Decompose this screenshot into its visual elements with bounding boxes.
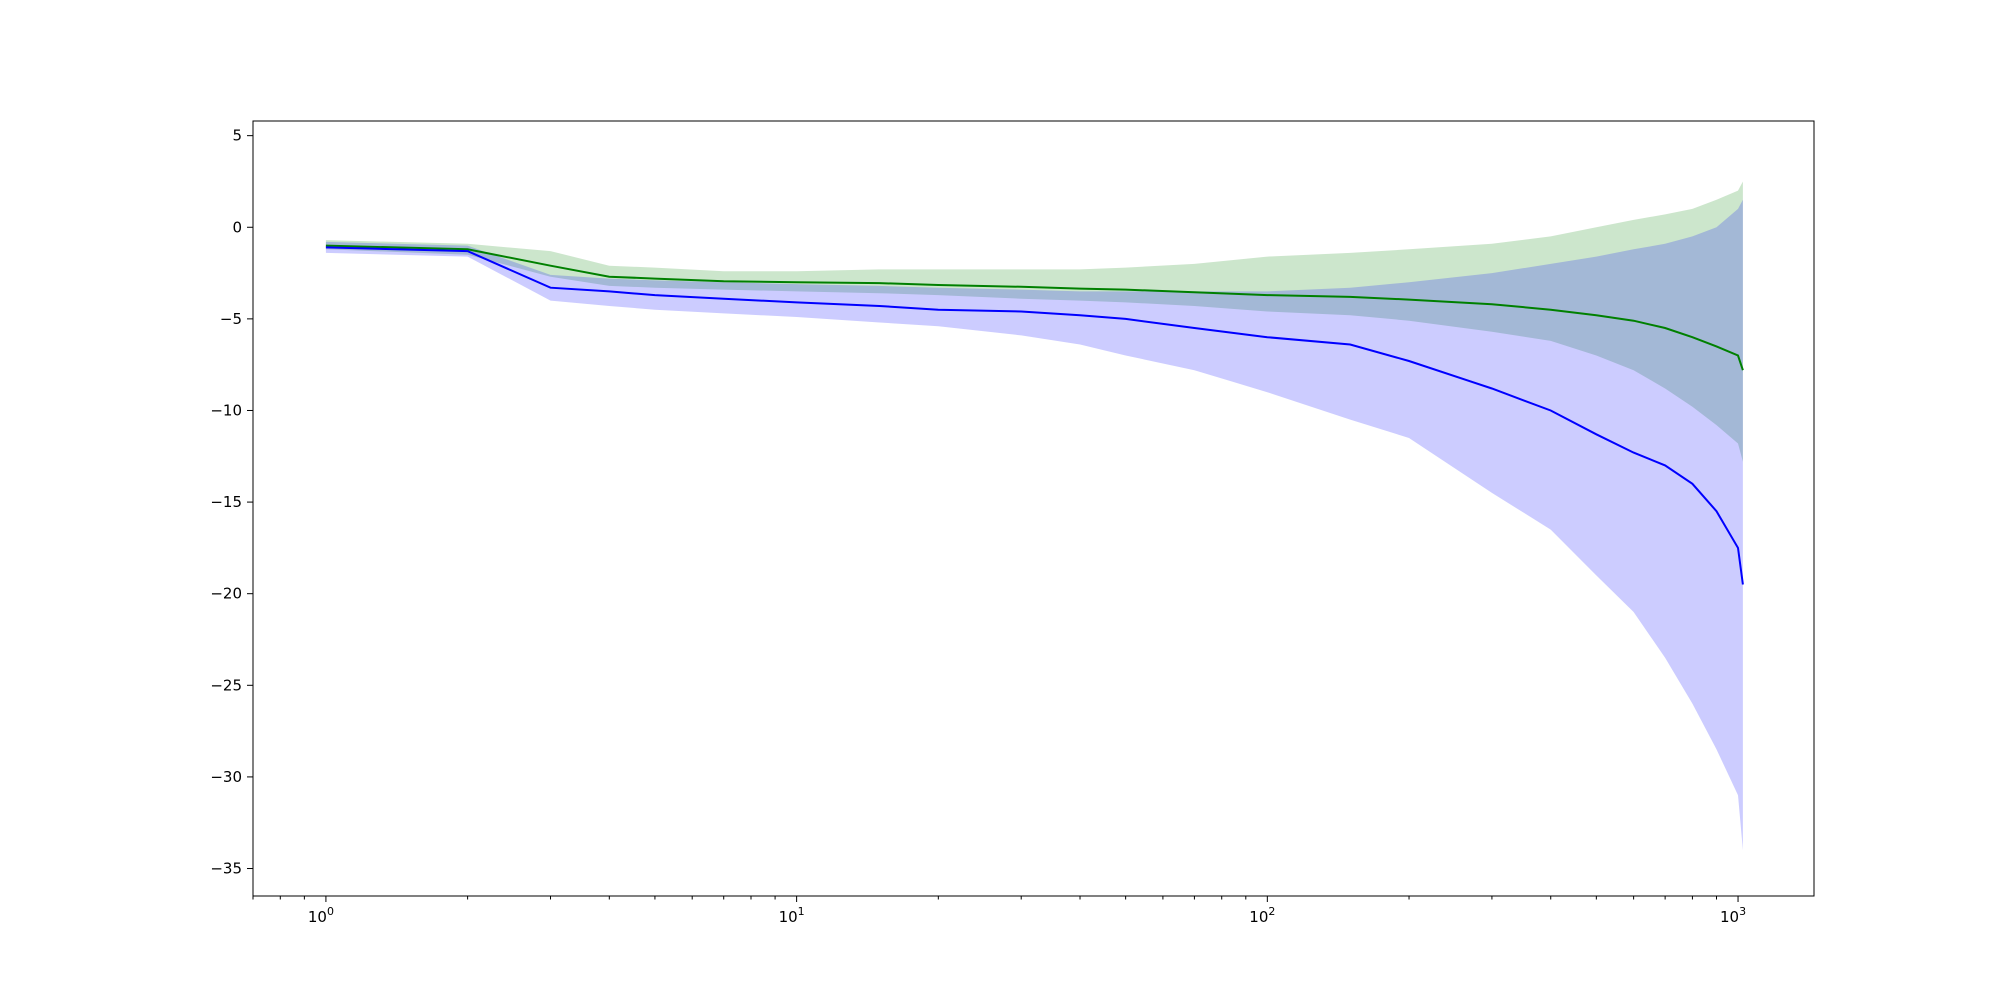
y-tick-label: 0 (232, 218, 242, 236)
y-tick-label: −30 (210, 768, 242, 786)
line-series-1 (325, 244, 1744, 371)
y-tick-label: −15 (210, 493, 242, 511)
x-tick-label: 100 (308, 905, 334, 926)
band-series-2 (325, 199, 1743, 851)
y-tick-label: −20 (210, 585, 242, 603)
y-tick-label: −35 (210, 860, 242, 878)
y-axis: 5 0 −5 −10 −15 −20 −25 −30 −35 (210, 127, 253, 878)
y-tick-label: 5 (232, 127, 242, 145)
band-series-1 (325, 181, 1743, 462)
y-tick-label: −10 (210, 401, 242, 419)
x-tick-label: 103 (1720, 905, 1746, 926)
confidence-bands (325, 181, 1743, 851)
x-tick-label: 102 (1249, 905, 1275, 926)
line-series-2 (325, 246, 1744, 585)
y-tick-label: −5 (220, 310, 242, 328)
x-tick-label: 101 (779, 905, 805, 926)
x-axis: 100 101 102 103 (252, 896, 1746, 926)
series-lines (325, 244, 1744, 585)
plot-frame (252, 120, 1815, 897)
y-tick-label: −25 (210, 676, 242, 694)
